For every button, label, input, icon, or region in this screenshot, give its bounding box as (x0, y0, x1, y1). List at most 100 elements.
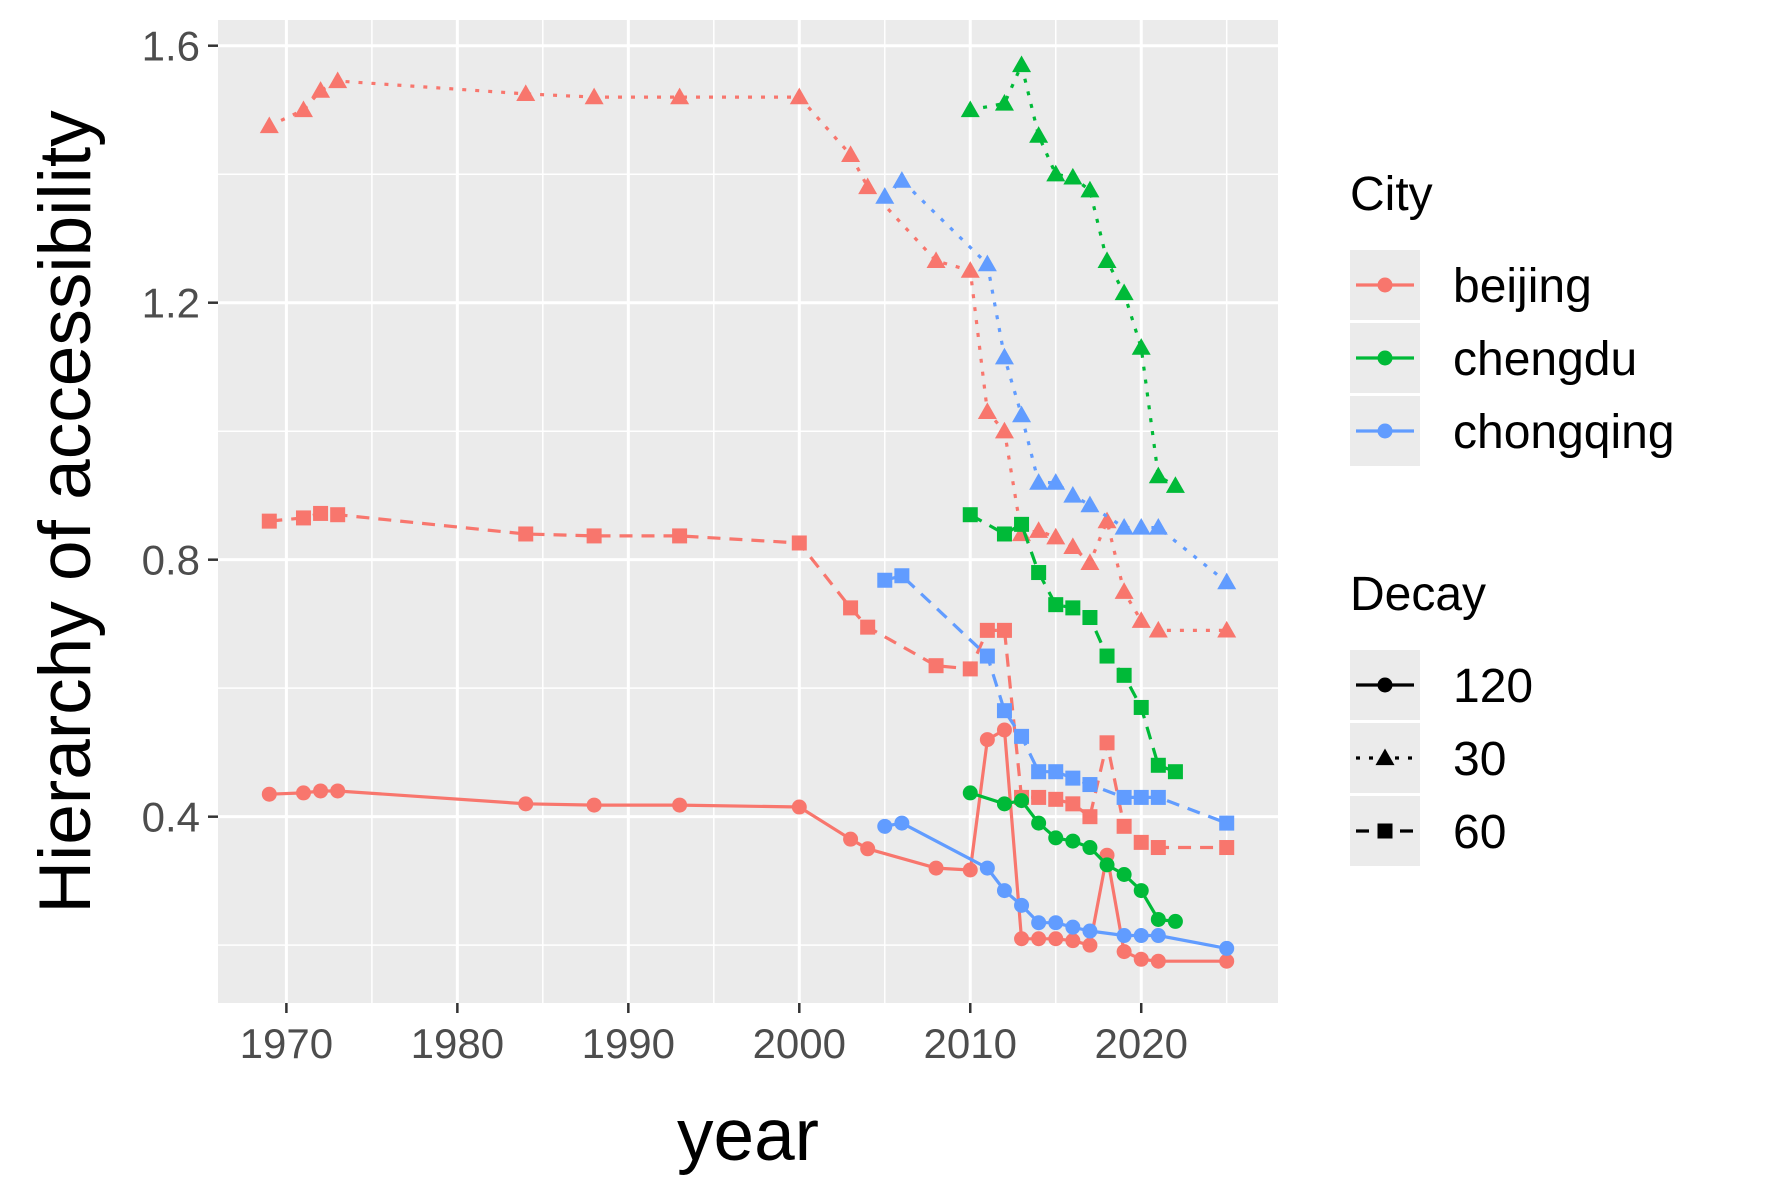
point-beijing-30 (1148, 620, 1168, 638)
point-chengdu-60 (1048, 597, 1064, 613)
point-chongqing-120 (1014, 897, 1030, 913)
point-beijing-60 (1048, 791, 1064, 807)
point-beijing-60 (295, 510, 311, 526)
point-chongqing-120 (1048, 915, 1064, 931)
series-chengdu-30 (960, 55, 1185, 493)
x-tick-label: 1970 (240, 1020, 333, 1067)
point-chengdu-30 (994, 94, 1014, 111)
point-chengdu-120 (1133, 883, 1149, 899)
point-beijing-120 (1219, 953, 1235, 969)
series-layer (259, 55, 1237, 969)
point-beijing-60 (1082, 809, 1098, 825)
point-chengdu-120 (996, 796, 1012, 812)
x-tick-label: 2000 (753, 1020, 846, 1067)
y-tick-label: 1.6 (142, 23, 200, 70)
legend-city-label: chengdu (1453, 333, 1637, 386)
point-beijing-60 (791, 535, 807, 551)
series-chongqing-60 (877, 568, 1235, 831)
series-chongqing-30 (875, 171, 1237, 590)
point-beijing-120 (843, 831, 859, 847)
point-chongqing-30 (1046, 473, 1066, 490)
point-beijing-30 (1063, 537, 1083, 554)
point-chongqing-120 (1219, 940, 1235, 956)
y-tick-label: 0.8 (142, 537, 200, 584)
point-beijing-30 (584, 87, 604, 105)
point-chengdu-120 (1116, 867, 1132, 883)
point-chengdu-30 (1097, 251, 1117, 269)
point-beijing-120 (518, 796, 534, 812)
point-chengdu-30 (1131, 338, 1151, 355)
point-chongqing-120 (877, 818, 893, 834)
point-chengdu-60 (1099, 648, 1115, 664)
point-chengdu-30 (1114, 283, 1134, 301)
point-beijing-120 (1048, 931, 1064, 947)
point-chongqing-60 (1082, 777, 1098, 793)
point-chongqing-60 (894, 568, 910, 584)
point-beijing-30 (994, 421, 1014, 439)
point-chengdu-120 (1167, 913, 1183, 929)
point-beijing-30 (977, 402, 997, 420)
point-beijing-120 (1082, 937, 1098, 953)
point-chengdu-30 (1165, 476, 1185, 493)
point-beijing-60 (330, 507, 346, 523)
point-beijing-60 (261, 513, 277, 529)
point-beijing-120 (1116, 944, 1132, 960)
point-beijing-60 (1099, 735, 1115, 751)
point-chongqing-30 (1148, 518, 1168, 535)
point-chongqing-120 (1150, 928, 1166, 944)
axes-layer: 1970 1980 1990 2000 2010 2020 0.4 0.8 1.2 1.6 (142, 23, 1188, 1067)
point-beijing-60 (1133, 834, 1149, 850)
point-beijing-60 (860, 619, 876, 635)
point-beijing-60 (979, 622, 995, 638)
point-beijing-60 (1065, 796, 1081, 812)
point-chongqing-120 (979, 860, 995, 876)
point-chengdu-120 (1099, 857, 1115, 873)
legend-decay-label: 60 (1453, 806, 1506, 859)
point-beijing-30 (293, 100, 313, 118)
point-chongqing-120 (1116, 928, 1132, 944)
point-chengdu-60 (1014, 516, 1030, 532)
point-chongqing-30 (1080, 495, 1100, 513)
point-chongqing-60 (1014, 728, 1030, 744)
point-beijing-120 (586, 797, 602, 813)
point-beijing-120 (295, 785, 311, 801)
x-tick-label: 1980 (411, 1020, 504, 1067)
point-beijing-60 (586, 528, 602, 544)
point-beijing-60 (1116, 818, 1132, 834)
point-beijing-30 (516, 84, 536, 102)
x-tick-label: 2010 (924, 1020, 1017, 1067)
legend-key-point (1377, 350, 1393, 366)
point-chengdu-30 (1029, 126, 1049, 143)
point-chongqing-60 (979, 648, 995, 664)
legend-decay-label: 30 (1453, 733, 1506, 786)
point-chengdu-60 (1082, 610, 1098, 626)
series-chengdu-120 (962, 785, 1183, 929)
point-chongqing-120 (1082, 923, 1098, 939)
point-chengdu-30 (1080, 180, 1100, 198)
point-chongqing-30 (1029, 473, 1049, 490)
point-beijing-30 (328, 71, 348, 89)
point-beijing-60 (996, 622, 1012, 638)
y-axis-title: Hierarchy of accessibility (25, 110, 106, 914)
point-chengdu-60 (1065, 600, 1081, 616)
point-beijing-60 (1031, 789, 1047, 805)
point-chengdu-120 (1031, 815, 1047, 831)
point-chengdu-60 (1116, 667, 1132, 683)
point-beijing-30 (1097, 511, 1117, 529)
point-chongqing-60 (1133, 789, 1149, 805)
y-tick-label: 0.4 (142, 794, 200, 841)
point-beijing-60 (672, 528, 688, 544)
series-beijing-60 (261, 505, 1235, 856)
point-chongqing-30 (977, 254, 997, 272)
point-chengdu-30 (1012, 55, 1032, 73)
legend-city-label: chongqing (1453, 406, 1675, 459)
point-beijing-30 (259, 116, 279, 134)
x-axis-title: year (677, 1095, 819, 1176)
point-beijing-60 (313, 505, 329, 521)
point-chengdu-30 (960, 100, 980, 118)
point-beijing-30 (1217, 620, 1237, 638)
point-beijing-30 (1131, 611, 1151, 628)
point-chongqing-120 (1065, 919, 1081, 935)
legend-key-point (1377, 423, 1393, 439)
